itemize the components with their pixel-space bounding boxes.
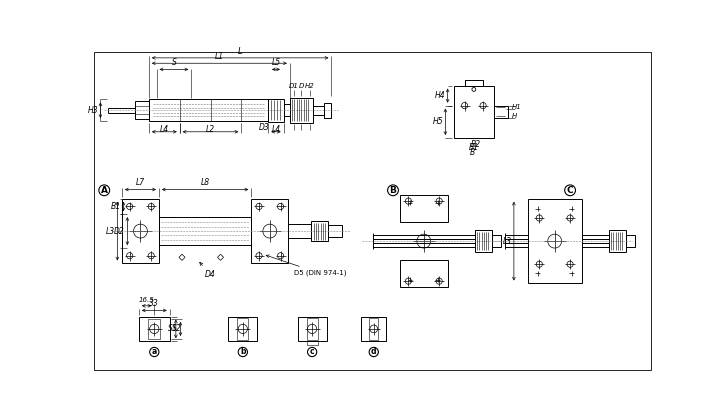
Text: D: D <box>299 83 304 89</box>
Text: H4: H4 <box>435 91 446 100</box>
Bar <box>491 235 501 247</box>
Text: D5 (DIN 974-1): D5 (DIN 974-1) <box>266 255 346 276</box>
Text: a: a <box>152 347 157 357</box>
Bar <box>608 230 625 252</box>
Text: 16.5: 16.5 <box>139 298 154 303</box>
Bar <box>135 101 149 120</box>
Text: B: B <box>390 186 396 195</box>
Text: H2: H2 <box>305 83 315 89</box>
Bar <box>465 80 483 86</box>
Text: H: H <box>512 113 517 120</box>
Bar <box>159 217 252 245</box>
Bar <box>369 318 378 340</box>
Bar <box>475 230 491 252</box>
Bar <box>324 102 332 118</box>
Bar <box>361 316 386 341</box>
Text: D1: D1 <box>289 83 299 89</box>
Bar <box>528 199 582 283</box>
Bar <box>313 106 324 115</box>
Bar <box>307 318 318 340</box>
Text: S1: S1 <box>168 324 177 334</box>
Bar <box>268 99 284 122</box>
Bar <box>329 225 342 237</box>
Text: c: c <box>310 347 315 357</box>
Bar <box>625 235 635 247</box>
Bar <box>290 98 313 122</box>
Bar <box>400 195 448 222</box>
Bar <box>238 318 248 340</box>
Text: L3: L3 <box>106 227 115 236</box>
Text: H3: H3 <box>87 106 98 115</box>
Text: A: A <box>101 186 108 195</box>
Bar <box>297 316 326 341</box>
Text: D4: D4 <box>200 263 216 279</box>
Bar <box>400 260 448 287</box>
Text: H5: H5 <box>433 117 443 126</box>
Bar <box>139 316 169 341</box>
Text: B1: B1 <box>469 143 479 153</box>
Bar <box>122 199 159 263</box>
Text: H1: H1 <box>512 104 521 110</box>
Text: B: B <box>470 148 475 157</box>
Text: d: d <box>371 347 377 357</box>
Bar <box>307 341 318 345</box>
Text: B1: B1 <box>111 202 121 211</box>
Bar <box>149 99 268 121</box>
Text: L2: L2 <box>206 125 215 134</box>
Text: L5: L5 <box>271 58 281 67</box>
Bar <box>252 199 289 263</box>
Bar <box>228 316 257 341</box>
Text: L7: L7 <box>136 178 145 187</box>
Text: B2: B2 <box>471 140 481 149</box>
Bar <box>311 221 329 241</box>
Text: b: b <box>240 347 246 357</box>
Bar <box>284 104 290 116</box>
Text: C: C <box>567 186 574 195</box>
Text: D3: D3 <box>259 122 270 132</box>
Text: L4: L4 <box>160 125 169 134</box>
Bar <box>454 86 494 138</box>
Text: S2: S2 <box>172 324 182 334</box>
Text: L3: L3 <box>502 237 512 246</box>
Text: L1: L1 <box>214 52 224 61</box>
Text: S: S <box>172 58 177 67</box>
Text: D2: D2 <box>114 227 125 236</box>
Text: L8: L8 <box>201 178 209 187</box>
Text: 33: 33 <box>150 299 159 308</box>
Text: L: L <box>238 46 243 56</box>
Bar <box>148 319 161 339</box>
Text: L4: L4 <box>271 125 281 134</box>
